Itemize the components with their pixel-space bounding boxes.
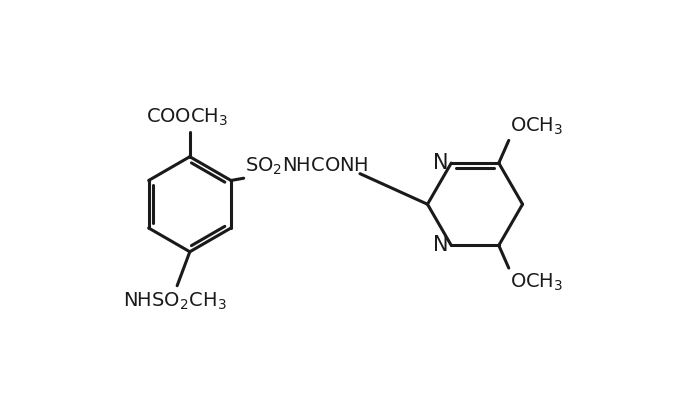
Text: COOCH$_3$: COOCH$_3$: [147, 107, 229, 128]
Text: OCH$_3$: OCH$_3$: [509, 116, 563, 137]
Text: SO$_2$NHCONH: SO$_2$NHCONH: [244, 156, 367, 177]
Text: N: N: [433, 235, 449, 255]
Text: N: N: [433, 153, 449, 173]
Text: NHSO$_2$CH$_3$: NHSO$_2$CH$_3$: [123, 291, 227, 313]
Text: OCH$_3$: OCH$_3$: [509, 272, 563, 293]
